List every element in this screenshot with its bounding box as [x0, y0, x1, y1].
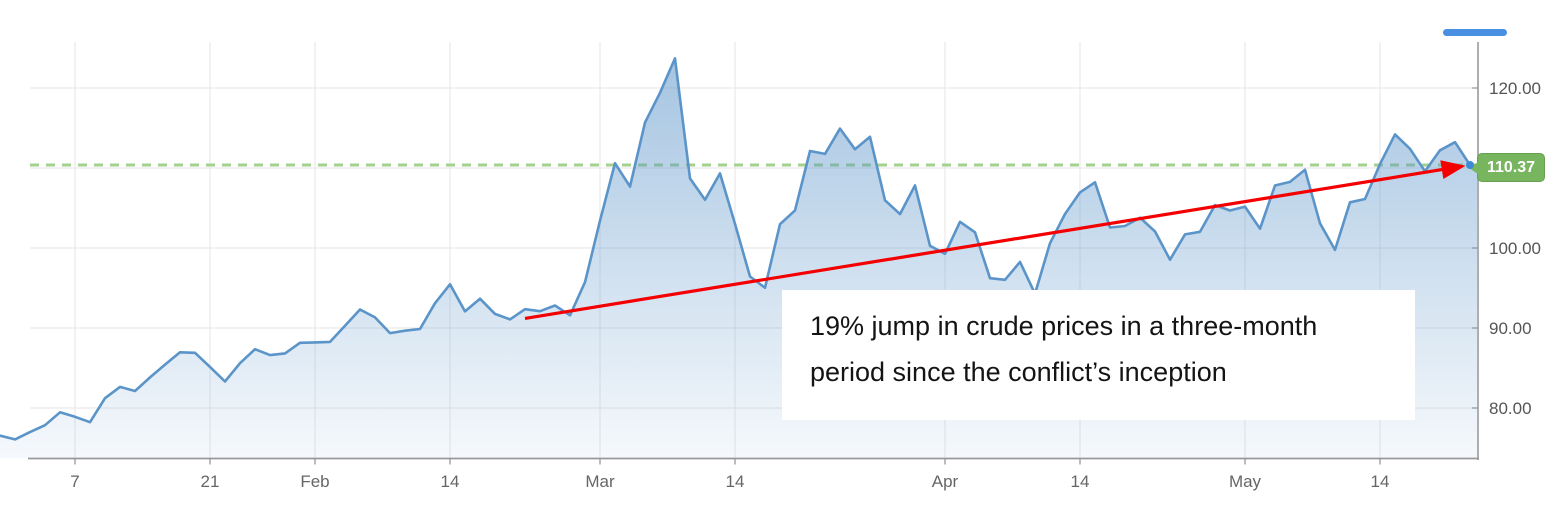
trend-arrow-head [1440, 160, 1466, 179]
chart-scrollbar-thumb[interactable] [1443, 29, 1507, 36]
y-tick-label: 80.00 [1489, 399, 1532, 418]
last-price-marker-dot [1466, 161, 1474, 169]
x-tick-label: 14 [1371, 472, 1390, 491]
x-tick-label: 7 [70, 472, 79, 491]
annotation-line-1: 19% jump in crude prices in a three-mont… [810, 311, 1318, 341]
x-tick-label: 14 [441, 472, 460, 491]
trend-arrow-line [524, 168, 1443, 320]
annotation-line-2: period since the conflict’s inception [810, 357, 1227, 387]
x-tick-label: Feb [300, 472, 329, 491]
y-tick-label: 120.00 [1489, 79, 1541, 98]
y-tick-label: 100.00 [1489, 239, 1541, 258]
price-badge-notch [1469, 162, 1478, 174]
x-tick-label: 14 [726, 472, 745, 491]
annotation-box: 19% jump in crude prices in a three-mont… [782, 290, 1415, 420]
price-line [0, 57, 1472, 441]
x-tick-label: Mar [585, 472, 615, 491]
y-tick-label: 90.00 [1489, 319, 1532, 338]
x-tick-label: May [1229, 472, 1262, 491]
x-tick-label: 21 [201, 472, 220, 491]
x-tick-label: 14 [1071, 472, 1090, 491]
price-badge-value: 110.37 [1486, 159, 1536, 176]
x-tick-label: Apr [932, 472, 959, 491]
last-price-badge: 110.37 [1469, 153, 1545, 182]
